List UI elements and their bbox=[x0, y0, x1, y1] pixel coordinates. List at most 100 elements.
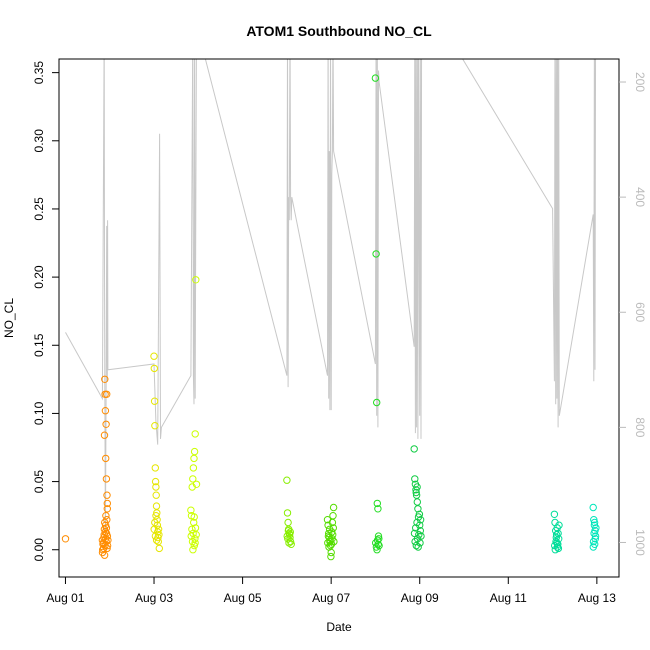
data-point bbox=[152, 512, 160, 520]
y2-tick-label: 600 bbox=[633, 302, 647, 322]
pressure-line bbox=[65, 59, 597, 543]
data-point bbox=[411, 475, 419, 483]
data-point bbox=[414, 505, 422, 513]
data-point bbox=[150, 397, 159, 405]
y-tick-label: 0.25 bbox=[32, 197, 46, 221]
data-point bbox=[284, 527, 293, 535]
data-point bbox=[103, 541, 112, 550]
data-point bbox=[329, 524, 337, 532]
y-tick-label: 0.30 bbox=[32, 129, 46, 153]
data-point bbox=[329, 503, 338, 512]
data-point bbox=[187, 506, 195, 514]
data-point bbox=[283, 476, 291, 484]
data-point bbox=[374, 532, 383, 540]
data-point bbox=[410, 445, 418, 453]
data-point bbox=[102, 512, 110, 520]
x-axis: Aug 01 Aug 03 Aug 05 Aug 07 Aug 09 Aug 11 Aug … bbox=[46, 577, 616, 605]
data-point bbox=[415, 510, 424, 518]
data-point bbox=[103, 390, 111, 398]
data-point bbox=[554, 544, 563, 553]
y-tick-label: 0.00 bbox=[32, 538, 46, 562]
data-point bbox=[413, 483, 421, 491]
y-tick-label: 0.15 bbox=[32, 333, 46, 357]
data-point bbox=[151, 422, 159, 430]
data-point bbox=[550, 510, 559, 518]
data-point bbox=[151, 532, 160, 540]
data-point bbox=[325, 525, 334, 533]
data-point bbox=[416, 516, 425, 524]
x-tick-label: Aug 11 bbox=[490, 591, 527, 605]
data-point bbox=[100, 551, 109, 559]
data-point bbox=[154, 537, 163, 546]
data-point bbox=[190, 513, 198, 521]
x-tick-label: Aug 07 bbox=[312, 591, 350, 605]
data-point bbox=[413, 535, 422, 543]
y2-axis: 200 400 600 800 1000 bbox=[619, 72, 647, 556]
data-point bbox=[415, 531, 423, 539]
pressure-trace-layer bbox=[65, 59, 597, 543]
data-point bbox=[101, 375, 109, 383]
x-tick-label: Aug 03 bbox=[135, 591, 173, 605]
data-point bbox=[189, 475, 197, 483]
data-point bbox=[190, 454, 198, 463]
y2-tick-label: 400 bbox=[633, 187, 647, 207]
data-point bbox=[100, 431, 109, 439]
data-point bbox=[103, 491, 111, 499]
data-point bbox=[150, 364, 159, 373]
data-point bbox=[103, 516, 111, 524]
data-point bbox=[555, 521, 563, 529]
data-point bbox=[151, 464, 160, 472]
y2-tick-label: 1000 bbox=[633, 529, 647, 556]
data-point bbox=[413, 498, 421, 506]
data-point bbox=[189, 464, 198, 472]
data-point bbox=[329, 512, 337, 520]
data-point bbox=[191, 535, 199, 543]
data-point bbox=[189, 546, 197, 554]
data-point bbox=[412, 488, 420, 497]
data-point bbox=[286, 528, 294, 536]
y-axis: 0.00 0.05 0.10 0.15 0.20 0.25 0.30 0.35 bbox=[32, 61, 59, 562]
x-tick-label: Aug 09 bbox=[401, 591, 439, 605]
y-tick-label: 0.10 bbox=[32, 401, 46, 425]
data-point bbox=[152, 491, 160, 499]
data-point bbox=[592, 524, 600, 532]
data-point bbox=[150, 352, 158, 360]
data-point bbox=[591, 535, 599, 543]
data-point bbox=[373, 536, 382, 544]
data-point bbox=[190, 447, 199, 456]
data-point bbox=[412, 524, 420, 532]
data-point bbox=[416, 539, 424, 547]
data-point bbox=[327, 552, 335, 561]
data-point bbox=[373, 499, 381, 508]
data-point bbox=[152, 502, 161, 510]
y-tick-label: 0.35 bbox=[32, 61, 46, 85]
data-point bbox=[152, 483, 160, 491]
data-point bbox=[61, 535, 70, 543]
data-point bbox=[284, 535, 292, 543]
data-point bbox=[190, 518, 198, 527]
data-point bbox=[103, 499, 112, 508]
chart-title: ATOM1 Southbound NO_CL bbox=[246, 23, 432, 39]
data-point bbox=[371, 74, 380, 82]
data-point bbox=[102, 454, 110, 463]
y-axis-label: NO_CL bbox=[2, 298, 16, 338]
y2-tick-label: 200 bbox=[633, 72, 647, 92]
data-point bbox=[102, 475, 111, 483]
data-point bbox=[287, 540, 295, 548]
data-point bbox=[103, 544, 111, 553]
y-tick-label: 0.05 bbox=[32, 470, 46, 494]
data-point bbox=[554, 540, 562, 548]
data-point bbox=[285, 539, 293, 547]
data-point bbox=[374, 540, 382, 548]
x-tick-label: Aug 01 bbox=[46, 591, 84, 605]
data-point bbox=[375, 541, 383, 550]
data-point bbox=[188, 525, 196, 533]
data-point bbox=[192, 276, 200, 284]
x-axis-label: Date bbox=[326, 620, 352, 634]
data-point bbox=[554, 529, 562, 538]
plot-frame bbox=[58, 58, 620, 578]
data-point bbox=[414, 543, 422, 551]
y2-tick-label: 800 bbox=[633, 417, 647, 437]
data-point bbox=[151, 477, 160, 486]
